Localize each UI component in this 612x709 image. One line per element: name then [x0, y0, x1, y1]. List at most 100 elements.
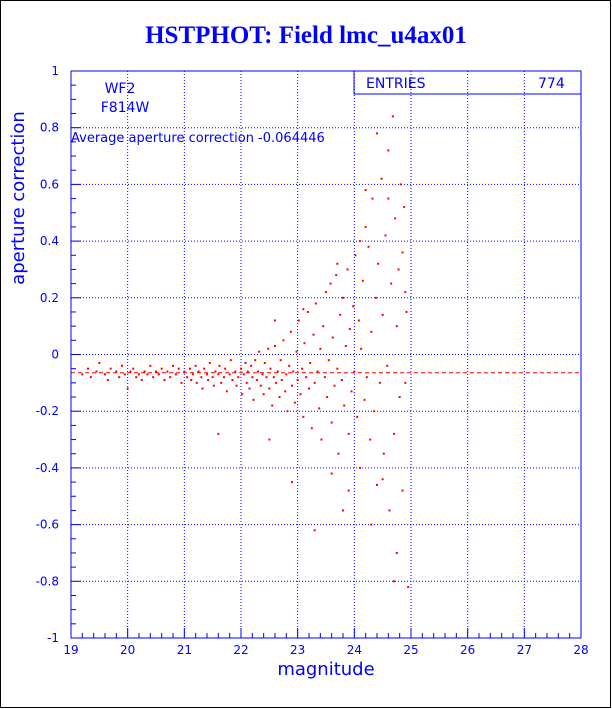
- x-tick-label: 23: [290, 643, 305, 657]
- data-point: [218, 364, 221, 367]
- data-point: [325, 291, 327, 294]
- data-point: [240, 367, 242, 370]
- y-tick-label: 0.4: [40, 234, 59, 248]
- data-point: [274, 344, 276, 347]
- data-point: [237, 376, 240, 379]
- data-point: [172, 364, 174, 367]
- data-point: [257, 370, 259, 373]
- entries-value: 774: [538, 76, 565, 92]
- data-point: [318, 407, 321, 410]
- data-point: [348, 327, 351, 330]
- filter-label: F814W: [101, 100, 150, 116]
- x-tick-label: 20: [120, 643, 135, 657]
- data-points: [81, 115, 410, 588]
- data-point: [356, 415, 359, 418]
- data-point: [203, 367, 206, 370]
- data-point: [183, 370, 186, 373]
- data-point: [310, 427, 313, 430]
- y-tick-label: -0.4: [36, 461, 59, 475]
- data-point: [284, 390, 287, 393]
- data-point: [251, 376, 254, 379]
- data-point: [340, 379, 343, 382]
- data-point: [220, 381, 223, 384]
- data-point: [140, 379, 143, 382]
- x-axis-label: magnitude: [277, 659, 374, 680]
- data-point: [395, 325, 398, 328]
- data-point: [138, 373, 140, 376]
- data-point: [302, 415, 305, 418]
- data-point: [255, 379, 258, 382]
- data-point: [106, 379, 109, 382]
- data-point: [87, 367, 89, 370]
- data-point: [393, 580, 395, 583]
- data-point: [335, 274, 338, 277]
- data-point: [265, 376, 268, 379]
- data-point: [293, 401, 296, 404]
- data-point: [326, 396, 329, 399]
- data-point: [246, 370, 249, 373]
- data-point: [376, 483, 378, 486]
- data-point: [322, 325, 325, 328]
- data-point: [282, 339, 285, 342]
- data-point: [393, 432, 395, 435]
- data-point: [254, 359, 257, 362]
- data-point: [342, 296, 344, 299]
- data-point: [302, 308, 305, 311]
- data-point: [163, 379, 166, 382]
- data-point: [152, 376, 155, 379]
- data-point: [206, 373, 208, 376]
- data-point: [259, 384, 262, 387]
- data-point: [380, 177, 383, 180]
- data-point: [235, 384, 238, 387]
- data-point: [234, 370, 237, 373]
- data-point: [297, 319, 300, 322]
- data-point: [360, 347, 363, 350]
- data-point: [155, 370, 157, 373]
- data-point: [291, 384, 293, 387]
- data-point: [195, 381, 198, 384]
- data-point: [276, 370, 279, 373]
- data-point: [369, 438, 372, 441]
- data-point: [211, 376, 214, 379]
- data-point: [89, 376, 92, 379]
- data-point: [382, 452, 385, 455]
- data-point: [104, 373, 106, 376]
- data-point: [166, 370, 169, 373]
- data-point: [337, 452, 340, 455]
- y-tick-label: 1: [51, 64, 59, 78]
- data-point: [289, 330, 292, 333]
- y-tick-label: -0.6: [36, 518, 59, 532]
- data-point: [174, 373, 177, 376]
- data-point: [336, 367, 339, 370]
- data-point: [258, 350, 261, 353]
- data-point: [361, 279, 364, 282]
- data-point: [378, 381, 381, 384]
- data-point: [81, 373, 84, 376]
- axis-ticks: 19 20 21 22 23 24 25 26 27 28 -1 -0.8 -0.6 -0.4 -0.2 0 0…: [36, 64, 589, 657]
- data-point: [98, 362, 101, 365]
- data-point: [241, 393, 244, 396]
- data-point: [376, 132, 378, 135]
- x-tick-label: 21: [177, 643, 192, 657]
- data-point: [312, 333, 315, 336]
- data-point: [342, 509, 344, 512]
- data-point: [367, 245, 370, 248]
- data-point: [344, 344, 347, 347]
- data-point: [278, 396, 281, 399]
- data-point: [207, 379, 210, 382]
- data-point: [308, 387, 310, 390]
- y-tick-label: 0.2: [40, 291, 59, 305]
- data-point: [313, 381, 316, 384]
- data-point: [214, 370, 217, 373]
- data-point: [352, 305, 355, 308]
- data-point: [261, 373, 264, 376]
- data-point: [135, 376, 138, 379]
- data-point: [336, 262, 339, 265]
- data-point: [319, 347, 322, 350]
- data-point: [373, 410, 376, 413]
- y-tick-label: -1: [47, 631, 59, 645]
- data-point: [364, 189, 367, 192]
- data-point: [327, 359, 330, 362]
- data-point: [126, 387, 129, 390]
